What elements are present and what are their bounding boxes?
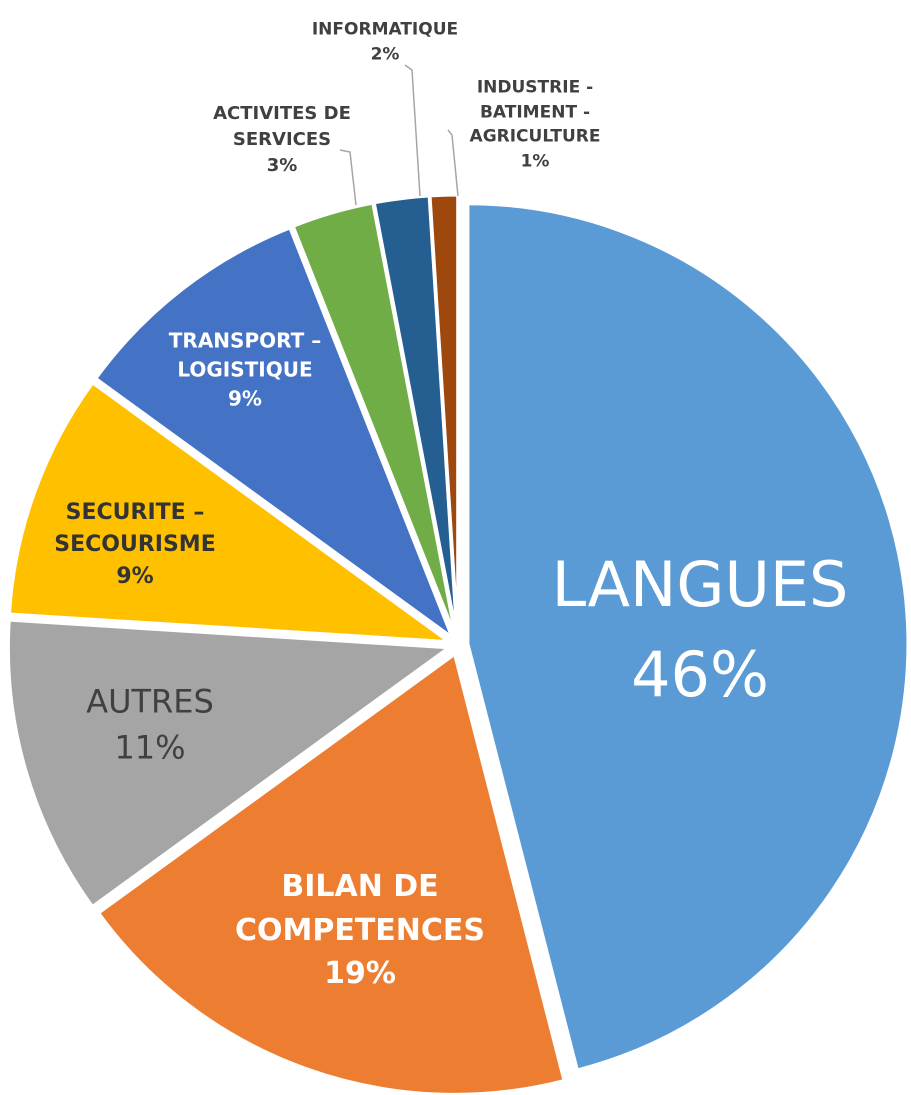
leader-line (447, 129, 459, 197)
slice-label: SECURITE – SECOURISME 9% (20, 497, 250, 593)
pie-slice (96, 651, 566, 1095)
category-label: LANGUES (551, 548, 849, 622)
value-label: 9% (116, 563, 154, 589)
value-label: 9% (228, 386, 262, 411)
pie-slice (466, 202, 910, 1072)
slice-label: TRANSPORT – LOGISTIQUE 9% (145, 327, 345, 414)
category-label: INFORMATIQUE (311, 19, 459, 40)
value-label: 19% (324, 955, 396, 991)
value-label: 2% (370, 44, 400, 64)
category-label: AUTRES (86, 682, 214, 721)
value-label: 1% (520, 151, 550, 172)
category-label: BILAN DE COMPETENCES (234, 868, 486, 948)
slice-label: AUTRES 11% (40, 679, 260, 772)
slice-label: LANGUES 46% (490, 540, 910, 720)
pie-slice (291, 201, 457, 636)
value-label: 11% (114, 729, 186, 767)
slice-label: INFORMATIQUE 2% (275, 17, 495, 66)
slice-label: INDUSTRIE - BATIMENT - AGRICULTURE 1% (445, 76, 625, 175)
pie-slice (6, 618, 453, 909)
category-label: INDUSTRIE - BATIMENT - AGRICULTURE (469, 77, 601, 147)
leader-line (404, 64, 421, 197)
value-label: 3% (266, 155, 298, 177)
pie-slice (93, 226, 456, 642)
slice-label: ACTIVITES DE SERVICES 3% (192, 101, 372, 179)
leader-line (339, 149, 357, 206)
category-label: ACTIVITES DE SERVICES (213, 102, 351, 150)
value-label: 46% (631, 638, 769, 711)
category-label: SECURITE – SECOURISME (54, 500, 216, 558)
category-label: TRANSPORT – LOGISTIQUE (168, 328, 322, 382)
slice-label: BILAN DE COMPETENCES 19% (200, 865, 520, 996)
pie-slice (7, 380, 454, 644)
leader-lines (339, 64, 459, 206)
